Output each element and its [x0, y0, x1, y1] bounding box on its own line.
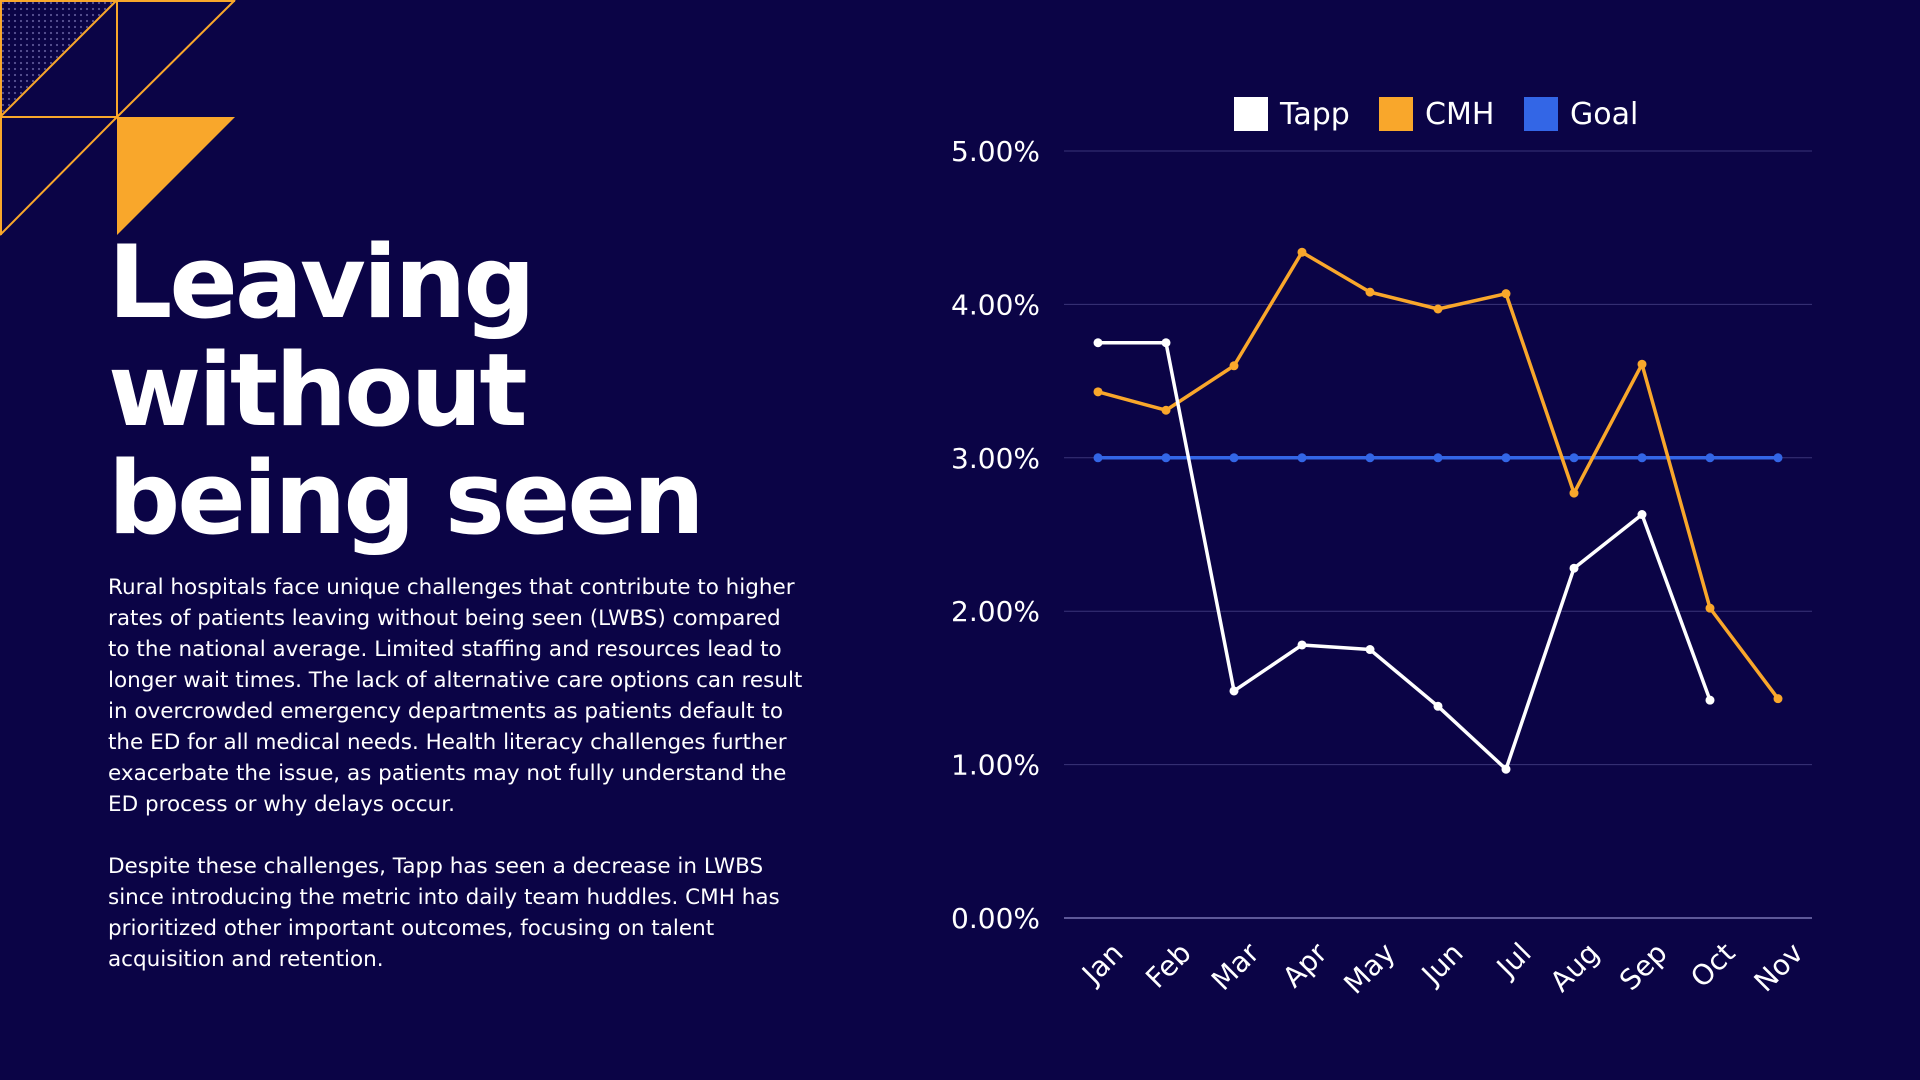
- data-point-tapp: [1705, 695, 1715, 705]
- y-tick-label: 0.00%: [951, 902, 1040, 935]
- x-tick-label: Oct: [1684, 936, 1742, 994]
- x-tick-label: Nov: [1748, 936, 1810, 998]
- data-point-tapp: [1501, 764, 1511, 774]
- data-point-tapp: [1297, 640, 1307, 650]
- series-line-tapp: [1098, 341, 1712, 771]
- data-point-goal: [1705, 453, 1715, 463]
- legend-swatch-tapp: [1234, 97, 1268, 131]
- body-text: Rural hospitals face unique challenges t…: [108, 572, 808, 1006]
- data-point-cmh: [1297, 247, 1307, 257]
- series-line-cmh: [1097, 250, 1780, 700]
- data-point-goal: [1773, 453, 1783, 463]
- title-line: without: [108, 331, 528, 449]
- data-point-tapp: [1365, 645, 1375, 655]
- page-title: Leaving without being seen: [108, 223, 705, 557]
- data-point-goal: [1501, 453, 1511, 463]
- data-point-tapp: [1229, 686, 1239, 696]
- data-point-goal: [1161, 453, 1171, 463]
- data-point-goal: [1637, 453, 1647, 463]
- y-tick-label: 2.00%: [951, 595, 1040, 628]
- x-tick-label: Mar: [1205, 936, 1266, 997]
- y-tick-label: 4.00%: [951, 288, 1040, 321]
- data-point-goal: [1229, 453, 1239, 463]
- x-tick-label: Jan: [1074, 936, 1129, 991]
- data-point-cmh: [1705, 603, 1715, 613]
- legend-label-cmh: CMH: [1425, 97, 1494, 132]
- x-tick-label: Feb: [1139, 936, 1197, 994]
- x-tick-label: Jun: [1414, 936, 1470, 992]
- data-point-tapp: [1569, 563, 1579, 573]
- data-point-cmh: [1161, 405, 1171, 415]
- corner-decoration: [0, 0, 236, 236]
- data-point-goal: [1569, 453, 1579, 463]
- data-point-cmh: [1773, 694, 1783, 704]
- data-point-goal: [1365, 453, 1375, 463]
- data-point-goal: [1433, 453, 1443, 463]
- data-point-cmh: [1569, 488, 1579, 498]
- data-point-cmh: [1637, 359, 1647, 369]
- y-tick-label: 1.00%: [951, 749, 1040, 782]
- data-point-tapp: [1433, 701, 1443, 711]
- data-point-cmh: [1365, 287, 1375, 297]
- data-point-tapp: [1161, 338, 1171, 348]
- title-line: being seen: [108, 439, 705, 557]
- x-tick-label: Apr: [1276, 936, 1334, 994]
- data-point-goal: [1093, 453, 1103, 463]
- data-point-cmh: [1093, 387, 1103, 397]
- data-point-cmh: [1229, 361, 1239, 371]
- x-tick-label: May: [1337, 936, 1401, 1000]
- lwbs-line-chart: 5.00%4.00%3.00%2.00%1.00%0.00%Jan Feb Mar A…: [951, 97, 1812, 1001]
- legend-label-goal: Goal: [1570, 97, 1638, 132]
- data-point-cmh: [1433, 304, 1443, 314]
- data-point-goal: [1297, 453, 1307, 463]
- x-tick-label: Jul: [1489, 936, 1538, 985]
- title-line: Leaving: [108, 223, 536, 341]
- legend-swatch-cmh: [1379, 97, 1413, 131]
- data-point-tapp: [1093, 338, 1103, 348]
- y-tick-label: 3.00%: [951, 442, 1040, 475]
- data-point-tapp: [1637, 510, 1647, 520]
- legend-label-tapp: Tapp: [1279, 97, 1350, 132]
- y-tick-label: 5.00%: [951, 135, 1040, 168]
- x-tick-label: Sep: [1613, 936, 1674, 997]
- paragraph: Rural hospitals face unique challenges t…: [108, 575, 803, 817]
- x-tick-label: Aug: [1544, 936, 1606, 998]
- legend-swatch-goal: [1524, 97, 1558, 131]
- data-point-cmh: [1501, 289, 1511, 299]
- paragraph: Despite these challenges, Tapp has seen …: [108, 854, 780, 972]
